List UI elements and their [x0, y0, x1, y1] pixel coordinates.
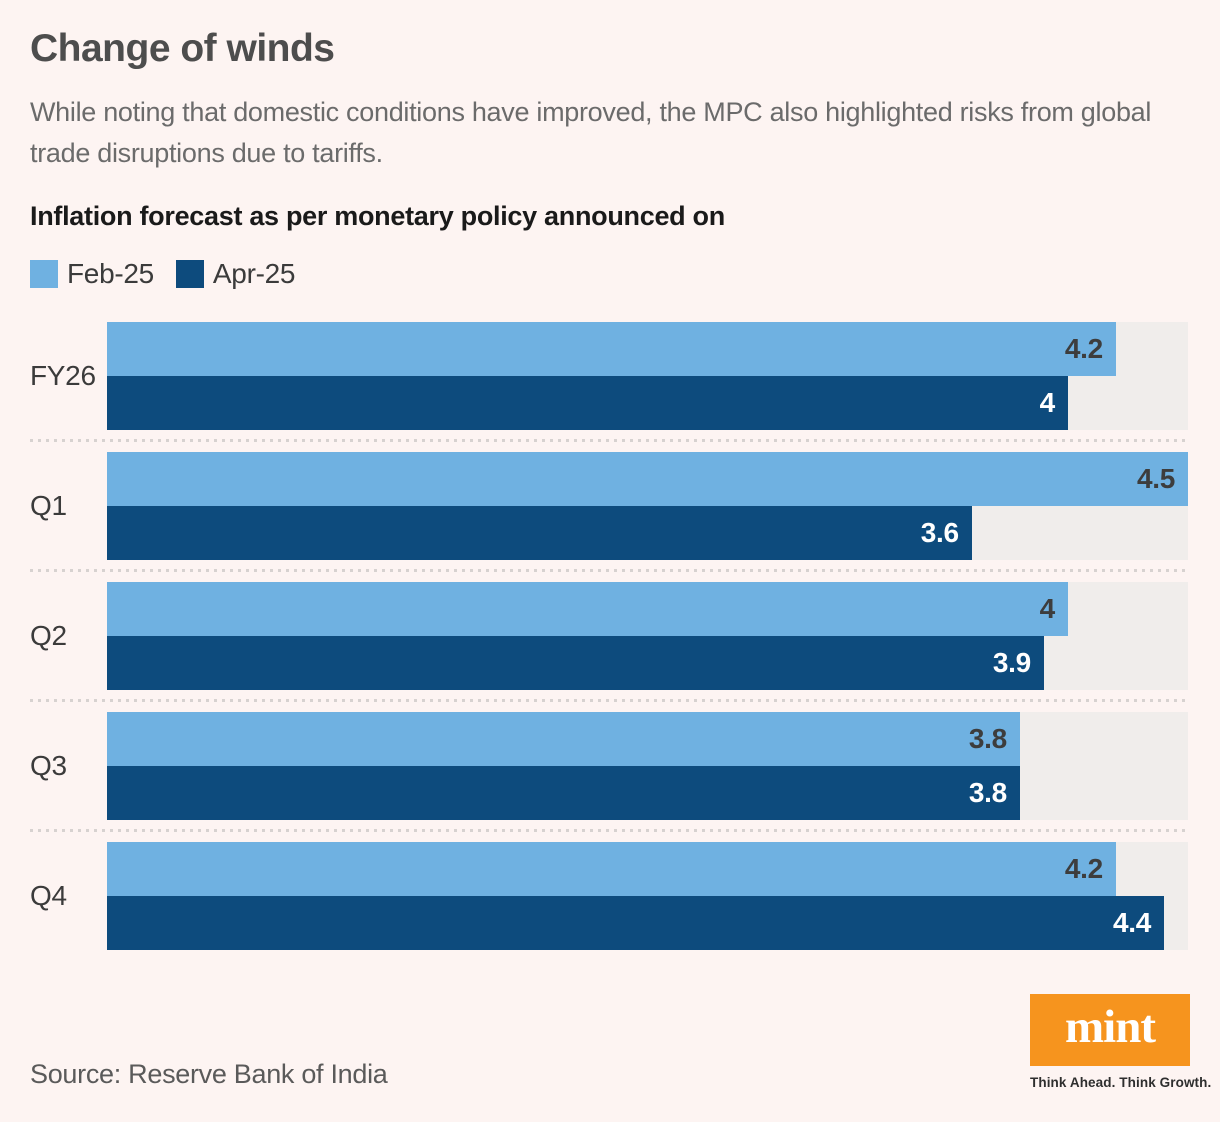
category-label: Q3: [30, 750, 67, 781]
brand-block: mint Think Ahead. Think Growth.: [1030, 994, 1212, 1090]
legend-swatch-apr-25: [175, 260, 204, 288]
value-label: 4.2: [1064, 853, 1103, 884]
value-label: 4.2: [1064, 333, 1103, 364]
row-separator: [30, 699, 1188, 702]
value-label: 3.8: [968, 777, 1007, 808]
value-label: 3.8: [968, 723, 1007, 754]
value-label: 4: [1039, 387, 1056, 418]
value-label: 4.4: [1112, 907, 1151, 938]
bar-feb-25-q3: 3.8: [107, 712, 1020, 766]
chart-subtitle: While noting that domestic conditions ha…: [30, 97, 1152, 168]
bar-track: 4.2 4: [107, 322, 1188, 430]
bar-apr-25-q3: 3.8: [107, 766, 1020, 820]
row-separator: [30, 569, 1188, 572]
source-note: Source: Reserve Bank of India: [30, 1059, 388, 1089]
chart-title: Change of winds: [30, 27, 335, 70]
category-label: Q2: [30, 620, 67, 651]
chart-row-q4: Q4 4.2 4.4: [30, 842, 1188, 950]
bar-track: 3.8 3.8: [107, 712, 1188, 820]
legend-item-apr-25: Apr-25: [175, 258, 296, 290]
row-separator: [30, 439, 1188, 442]
bar-apr-25-q4: 4.4: [107, 896, 1164, 950]
bar-feb-25-fy26: 4.2: [107, 322, 1116, 376]
legend-item-feb-25: Feb-25: [30, 258, 154, 290]
category-label: Q1: [30, 490, 67, 521]
chart-row-q3: Q3 3.8 3.8: [30, 712, 1188, 820]
bar-track: 4 3.9: [107, 582, 1188, 690]
legend-swatch-feb-25: [30, 260, 58, 288]
category-label: FY26: [30, 360, 96, 391]
category-label: Q4: [30, 880, 67, 911]
bar-track: 4.2 4.4: [107, 842, 1188, 950]
bar-chart: FY26 4.2 4 Q1 4.5 3.6 Q2 4 3.9 Q3 3.8 3.8 Q4 4.2 4.4: [30, 322, 1188, 950]
mint-logo: mint: [1030, 994, 1190, 1066]
value-label: 4: [1039, 593, 1056, 624]
bar-apr-25-q2: 3.9: [107, 636, 1044, 690]
bar-feb-25-q1: 4.5: [107, 452, 1188, 506]
bar-track: 4.5 3.6: [107, 452, 1188, 560]
brand-tagline: Think Ahead. Think Growth.: [1030, 1075, 1212, 1090]
legend-label: Apr-25: [212, 258, 296, 289]
row-separator: [30, 829, 1188, 832]
value-label: 4.5: [1136, 463, 1175, 494]
legend: Feb-25 Apr-25: [30, 258, 1190, 290]
chart-row-fy26: FY26 4.2 4: [30, 322, 1188, 430]
chart-heading: Inflation forecast as per monetary polic…: [30, 201, 725, 231]
value-label: 3.9: [992, 647, 1031, 678]
value-label: 3.6: [920, 517, 959, 548]
legend-label: Feb-25: [67, 258, 154, 289]
chart-row-q2: Q2 4 3.9: [30, 582, 1188, 690]
chart-row-q1: Q1 4.5 3.6: [30, 452, 1188, 560]
bar-feb-25-q4: 4.2: [107, 842, 1116, 896]
mint-logo-text: mint: [1065, 1001, 1156, 1053]
bar-feb-25-q2: 4: [107, 582, 1068, 636]
bar-apr-25-q1: 3.6: [107, 506, 972, 560]
bar-apr-25-fy26: 4: [107, 376, 1068, 430]
